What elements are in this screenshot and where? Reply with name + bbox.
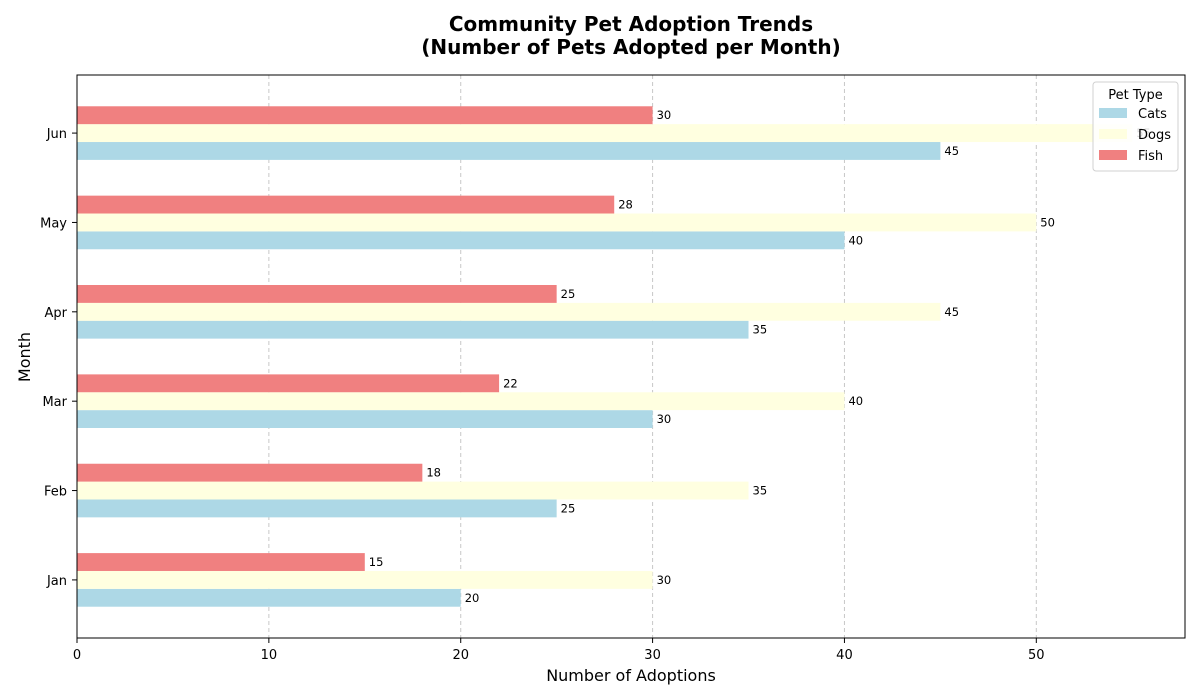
x-tick-label: 50 (1028, 648, 1045, 663)
data-label-fish: 28 (618, 198, 633, 212)
data-label-fish: 18 (426, 466, 441, 480)
data-label-dogs: 30 (657, 573, 672, 587)
legend-swatch-cats (1099, 108, 1127, 118)
x-tick-label: 30 (644, 648, 661, 663)
data-label-fish: 30 (657, 108, 672, 122)
y-axis-label: Month (15, 332, 34, 382)
data-label-dogs: 40 (848, 394, 863, 408)
chart-title: Community Pet Adoption Trends (449, 12, 813, 36)
bar-dogs (77, 392, 845, 411)
x-axis: 0 10 20 30 40 50 (73, 638, 1045, 663)
bar-dogs (77, 213, 1037, 232)
y-tick-label: Apr (45, 306, 68, 321)
data-label-cats: 20 (465, 591, 480, 605)
legend-swatch-fish (1099, 150, 1127, 160)
data-label-fish: 22 (503, 376, 518, 390)
y-axis: Jan Feb Mar Apr May Jun (40, 127, 77, 589)
bar-dogs (77, 570, 653, 589)
data-label-cats: 25 (561, 501, 576, 515)
bar-fish (77, 553, 365, 571)
bars (77, 106, 1133, 607)
data-labels: 203015253518304022354525405028455530 (369, 108, 1151, 605)
x-tick-label: 0 (73, 648, 81, 663)
x-tick-label: 40 (836, 648, 853, 663)
data-label-dogs: 50 (1040, 215, 1055, 229)
legend-label-dogs: Dogs (1138, 128, 1171, 143)
y-tick-label: Mar (42, 395, 67, 410)
x-tick-label: 10 (261, 648, 278, 663)
y-tick-label: Jun (46, 127, 67, 142)
legend-title: Pet Type (1108, 88, 1162, 103)
grid-lines (268, 75, 1037, 638)
bar-cats (77, 231, 845, 250)
chart-subtitle: (Number of Pets Adopted per Month) (421, 35, 841, 59)
data-label-cats: 45 (944, 144, 959, 158)
bar-fish (77, 374, 500, 393)
bar-cats (77, 410, 653, 428)
legend: Pet Type Cats Dogs Fish (1092, 81, 1179, 172)
data-label-cats: 35 (753, 323, 768, 337)
data-label-dogs: 35 (753, 484, 768, 498)
bar-fish (77, 285, 557, 303)
data-label-fish: 25 (561, 287, 576, 301)
x-axis-label: Number of Adoptions (546, 666, 716, 685)
data-label-cats: 40 (848, 233, 863, 247)
plot-frame (76, 74, 1186, 639)
legend-label-cats: Cats (1138, 107, 1167, 122)
y-tick-label: May (40, 216, 67, 231)
data-label-dogs: 45 (944, 305, 959, 319)
bar-dogs (77, 302, 941, 321)
legend-swatch-dogs (1099, 129, 1127, 139)
bar-cats (77, 499, 557, 518)
bar-fish (77, 195, 615, 214)
bar-dogs (77, 481, 749, 500)
data-label-cats: 30 (657, 412, 672, 426)
x-tick-label: 20 (452, 648, 469, 663)
bar-cats (77, 588, 461, 607)
bar-cats (77, 142, 941, 160)
y-tick-label: Jan (46, 574, 67, 589)
legend-label-fish: Fish (1138, 149, 1163, 164)
y-tick-label: Feb (44, 485, 67, 500)
bar-fish (77, 106, 653, 125)
bar-fish (77, 463, 423, 482)
legend-box (1092, 81, 1179, 172)
data-label-fish: 15 (369, 555, 384, 569)
bar-cats (77, 320, 749, 339)
bar-dogs (77, 124, 1133, 143)
